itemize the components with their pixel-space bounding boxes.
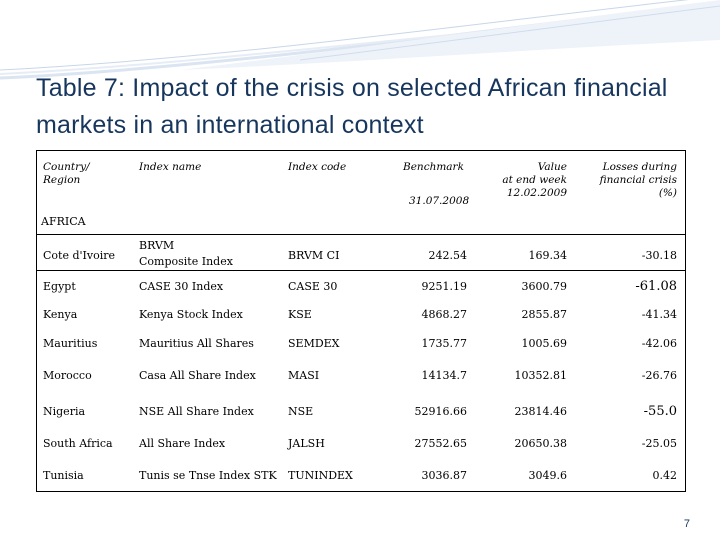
cell-country: Morocco [43, 369, 92, 382]
header-index-code: Index code [288, 161, 347, 173]
cell-loss: 0.42 [652, 469, 678, 482]
cell-index-name: BRVM [139, 239, 175, 252]
cell-index-code: JALSH [288, 437, 325, 450]
cell-index-name: CASE 30 Index [139, 280, 224, 293]
cell-benchmark: 3036.87 [421, 469, 468, 482]
cell-index-name: NSE All Share Index [139, 405, 254, 418]
header-benchmark-date: 31.07.2008 [409, 195, 470, 207]
cell-index-code: BRVM CI [288, 249, 340, 262]
cell-index-code: CASE 30 [288, 280, 338, 293]
cell-value: 2855.87 [521, 308, 568, 321]
cell-country: Tunisia [43, 469, 84, 482]
cell-country: Egypt [43, 280, 76, 293]
cell-index-code: MASI [288, 369, 320, 382]
cell-loss: -41.34 [641, 308, 677, 321]
cell-benchmark: 242.54 [428, 249, 468, 262]
table-row-boxed [37, 234, 685, 271]
cell-country: Nigeria [43, 405, 86, 418]
header-country: Country/ Region [43, 161, 90, 186]
page-number: 7 [683, 518, 690, 530]
header-losses: Losses during financial crisis (%) [599, 161, 677, 199]
cell-value: 3600.79 [521, 280, 568, 293]
cell-country: South Africa [43, 437, 113, 450]
cell-benchmark: 14134.7 [421, 369, 468, 382]
cell-value: 23814.46 [514, 405, 568, 418]
cell-index-name: All Share Index [139, 437, 226, 450]
cell-loss: -61.08 [635, 279, 677, 294]
cell-benchmark: 1735.77 [421, 337, 468, 350]
header-swoosh-decoration [0, 0, 720, 80]
cell-loss: -30.18 [641, 249, 677, 262]
cell-index-code: SEMDEX [288, 337, 340, 350]
cell-loss: -26.76 [641, 369, 677, 382]
cell-index-code: TUNINDEX [288, 469, 353, 482]
cell-loss: -25.05 [641, 437, 677, 450]
cell-benchmark: 52916.66 [414, 405, 468, 418]
header-benchmark: Benchmark [403, 161, 464, 173]
cell-index-name: Tunis se Tnse Index STK [139, 469, 277, 482]
section-africa: AFRICA [41, 215, 86, 228]
cell-benchmark: 27552.65 [414, 437, 468, 450]
cell-value: 1005.69 [521, 337, 568, 350]
cell-benchmark: 9251.19 [421, 280, 468, 293]
markets-table: Country/ Region Index name Index code Be… [36, 150, 686, 492]
cell-benchmark: 4868.27 [421, 308, 468, 321]
cell-index-name: Composite Index [139, 255, 233, 268]
cell-index-name: Casa All Share Index [139, 369, 256, 382]
cell-index-name: Mauritius All Shares [139, 337, 254, 350]
cell-country: Mauritius [43, 337, 98, 350]
cell-loss: -42.06 [641, 337, 677, 350]
cell-value: 169.34 [528, 249, 568, 262]
cell-index-name: Kenya Stock Index [139, 308, 243, 321]
cell-value: 20650.38 [514, 437, 568, 450]
cell-value: 10352.81 [514, 369, 568, 382]
cell-country: Kenya [43, 308, 78, 321]
cell-index-code: KSE [288, 308, 312, 321]
slide-title: Table 7: Impact of the crisis on selecte… [36, 74, 668, 139]
cell-country: Cote d'Ivoire [43, 249, 115, 262]
header-index-name: Index name [139, 161, 202, 173]
header-value: Value at end week 12.02.2009 [502, 161, 567, 199]
cell-value: 3049.6 [528, 469, 568, 482]
cell-loss: -55.0 [643, 404, 677, 419]
cell-index-code: NSE [288, 405, 314, 418]
